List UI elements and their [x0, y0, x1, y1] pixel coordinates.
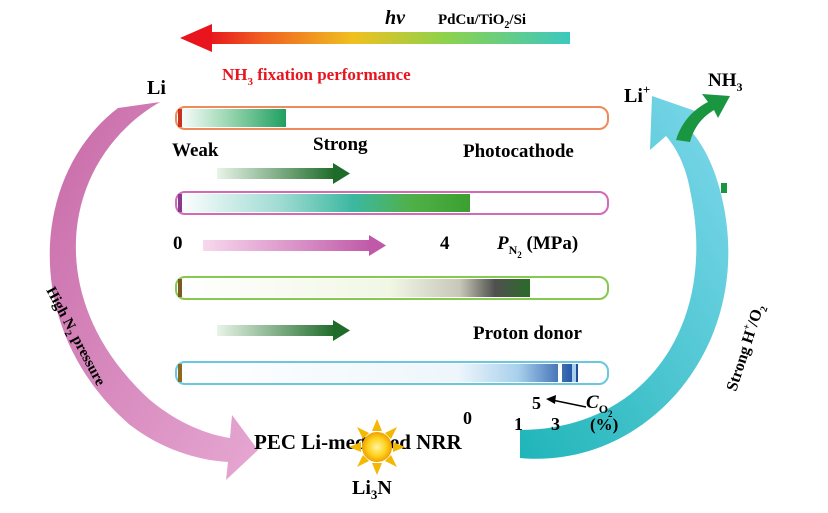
- catalyst-sub: 2: [504, 20, 509, 31]
- performance-sub: 3: [248, 76, 254, 88]
- bar-o2-concentration: [175, 361, 609, 385]
- catalyst-label: PdCu/TiO2/Si: [438, 12, 526, 31]
- li3n-text-a: Li: [352, 477, 371, 499]
- pressure-var-2: 2: [517, 250, 522, 260]
- right-arrow-text-a: Strong H: [724, 328, 760, 393]
- nh3-text: NH: [708, 70, 737, 91]
- trend-arrow-2: [203, 235, 386, 256]
- o2-pointer-arrow: [546, 395, 587, 408]
- light-arrow: [180, 24, 570, 52]
- pink-cycle-arrow: [49, 102, 258, 480]
- right-arrow-label: Strong H+/O2: [722, 302, 771, 394]
- performance-text-b: fixation performance: [253, 65, 411, 84]
- li-label: Li: [147, 77, 166, 99]
- o2-tick-3: 3: [551, 414, 560, 434]
- li3n-sub: 3: [371, 487, 378, 502]
- cyan-cycle-arrow: [520, 96, 729, 459]
- pressure-var-n: N: [509, 243, 518, 257]
- o2-var-2: 2: [608, 409, 613, 419]
- li3n-text-b: N: [377, 477, 392, 499]
- light-symbol: hν: [385, 7, 406, 29]
- bar-photocathode: [175, 106, 609, 130]
- li3n-label: Li3N: [352, 477, 392, 502]
- li-plus-text: Li: [624, 85, 643, 107]
- li-plus-label: Li+: [624, 82, 650, 107]
- sun-icon: [349, 419, 405, 475]
- pressure-start: 0: [173, 233, 183, 254]
- pressure-unit: (MPa): [522, 233, 578, 254]
- bar-proton-donor: [175, 276, 609, 300]
- photocathode-label: Photocathode: [463, 141, 574, 162]
- left-arrow-sub: 2: [62, 329, 74, 339]
- trend-arrow-3: [217, 320, 350, 341]
- right-arrow-text-b: /O: [744, 307, 766, 329]
- o2-var-c: C: [586, 392, 599, 413]
- li-plus-sup: +: [643, 82, 650, 97]
- right-arrow-sub: 2: [758, 305, 770, 313]
- strong-label: Strong: [313, 134, 368, 155]
- pressure-end: 4: [440, 233, 450, 254]
- proton-donor-label: Proton donor: [473, 323, 582, 344]
- pressure-var-p: P: [496, 233, 509, 254]
- o2-var-o: O: [599, 402, 608, 416]
- performance-label: NH3 fixation performance: [222, 65, 411, 88]
- nh3-label: NH3: [708, 70, 743, 94]
- nh3-arrow: [676, 94, 730, 142]
- o2-tick-1: 1: [514, 414, 523, 434]
- trend-arrow-1: [217, 163, 350, 184]
- o2-unit: (%): [590, 415, 618, 434]
- o2-tick-0: 0: [463, 408, 472, 428]
- weak-label: Weak: [172, 140, 219, 161]
- o2-tick-5: 5: [532, 393, 541, 413]
- nh3-sub: 3: [737, 80, 743, 94]
- bar-n2-pressure: [175, 191, 609, 215]
- nh3-arrow-stub: [721, 183, 727, 193]
- catalyst-text-a: PdCu/TiO: [438, 12, 504, 28]
- performance-text-a: NH: [222, 65, 248, 84]
- right-arrow-sup: +: [741, 322, 753, 331]
- catalyst-text-b: /Si: [508, 12, 526, 28]
- pressure-var: PN2 (MPa): [496, 233, 578, 260]
- o2-var: CO2: [586, 392, 613, 419]
